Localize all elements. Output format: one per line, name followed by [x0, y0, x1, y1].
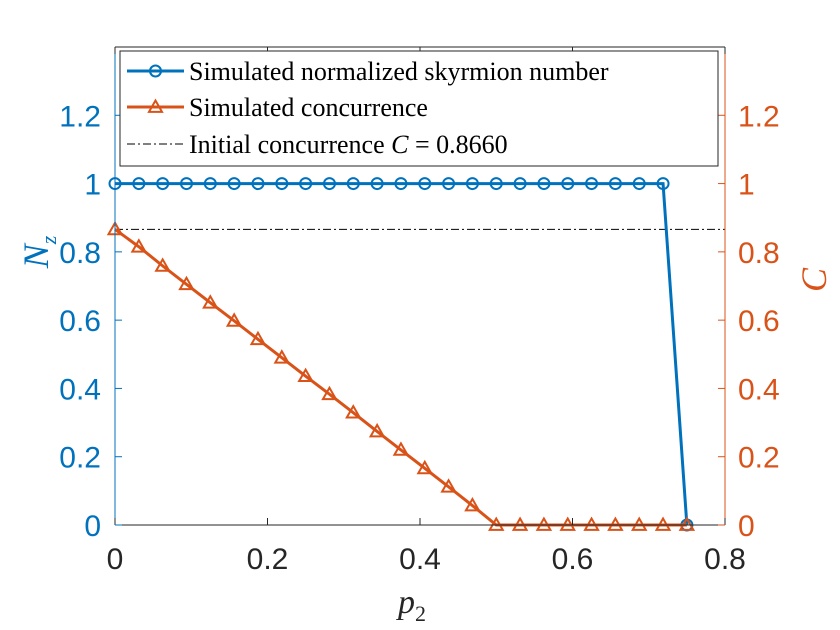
left-y-tick-label: 0: [84, 510, 101, 543]
right-y-axis-label: C: [794, 267, 834, 292]
series-2-point: [225, 312, 243, 327]
series-1-point: [179, 177, 193, 191]
right-y-tick-label: 0.8: [738, 237, 780, 270]
series-layer: [106, 177, 725, 532]
x-axis-label: p2: [396, 584, 426, 626]
series-2-point: [559, 516, 576, 531]
right-y-tick-label: 1: [738, 169, 755, 202]
series-1-point: [299, 177, 313, 191]
left-y-tick-label: 0.2: [59, 442, 101, 475]
series-1-point: [203, 177, 217, 191]
series-1-point: [465, 177, 479, 191]
right-y-tick-label: 1.2: [738, 100, 780, 133]
series-2-point: [607, 516, 624, 531]
series-2-point: [535, 516, 553, 531]
legend: Simulated normalized skyrmion number Simu…: [119, 50, 719, 167]
series-2-point: [488, 516, 505, 531]
series-1-point: [227, 177, 241, 191]
legend-label-concurrence: Simulated concurrence: [189, 93, 428, 122]
series-line-2: [114, 228, 687, 527]
legend-marker-triangle: [147, 98, 164, 113]
series-2-point: [630, 516, 648, 531]
legend-marker-circle: [149, 64, 162, 78]
left-y-tick-label: 0.8: [59, 237, 101, 270]
series-2-point: [273, 349, 291, 364]
left-y-tick-label: 1: [84, 169, 101, 202]
series-2-point: [154, 257, 171, 272]
series-2-point: [654, 516, 672, 531]
series-2-point: [249, 330, 267, 346]
series-1-point: [418, 177, 432, 191]
legend-label-skyrmion: Simulated normalized skyrmion number: [189, 57, 609, 86]
x-tick-label: 0.6: [552, 543, 594, 576]
series-1-point: [585, 177, 599, 191]
series-2-point: [583, 516, 600, 531]
series-line-1: [115, 182, 689, 526]
series-1-point: [394, 177, 408, 191]
series-1-point: [275, 177, 289, 191]
series-1-point: [322, 177, 336, 191]
series-1-point: [251, 177, 265, 191]
left-y-axis-label: Nz: [16, 235, 61, 269]
series-2-point: [202, 294, 219, 309]
series-1-point: [632, 177, 646, 191]
series-2-point: [464, 497, 481, 512]
right-y-tick-label: 0.6: [738, 305, 780, 338]
series-1-point: [346, 177, 360, 191]
x-tick-label: 0.8: [704, 543, 746, 576]
left-y-tick-label: 0.6: [59, 305, 101, 338]
x-tick-label: 0: [107, 543, 124, 576]
left-y-tick-label: 0.4: [59, 373, 101, 406]
series-1-point: [561, 177, 575, 191]
series-2-point: [678, 516, 696, 531]
series-2-point: [297, 367, 314, 383]
axes-layer: 0 0.2 0.4 0.6 0.80 00.2 0.20.4 0.40.6 0.60.8 0.81…: [16, 46, 834, 626]
right-y-tick-label: 0: [738, 510, 755, 543]
series-2-point: [368, 422, 386, 438]
series-2-point: [416, 459, 433, 475]
series-2-point: [178, 275, 195, 291]
x-tick-label: 0.2: [247, 543, 289, 576]
x-tick-label: 0.4: [399, 543, 441, 576]
series-1-point: [132, 177, 146, 191]
series-2-point: [511, 516, 529, 531]
left-y-tick-label: 1.2: [59, 100, 101, 133]
right-y-tick-label: 0.4: [738, 373, 780, 406]
series-1-point: [656, 177, 670, 191]
series-2-point: [345, 404, 362, 419]
series-2-point: [392, 441, 410, 456]
series-2-point: [321, 385, 338, 401]
series-1-point: [537, 177, 551, 191]
series-2-point: [440, 478, 457, 493]
series-1-point: [489, 177, 503, 191]
series-1-point: [370, 177, 384, 191]
right-y-tick-label: 0.2: [738, 442, 780, 475]
legend-label-initial: Initial concurrence C = 0.8660: [189, 130, 508, 159]
series-2-point: [130, 238, 148, 253]
series-1-point: [513, 177, 527, 191]
series-1-point: [156, 177, 170, 191]
legend-box: [119, 50, 719, 167]
series-1-point: [608, 177, 622, 191]
series-1-point: [442, 177, 456, 191]
